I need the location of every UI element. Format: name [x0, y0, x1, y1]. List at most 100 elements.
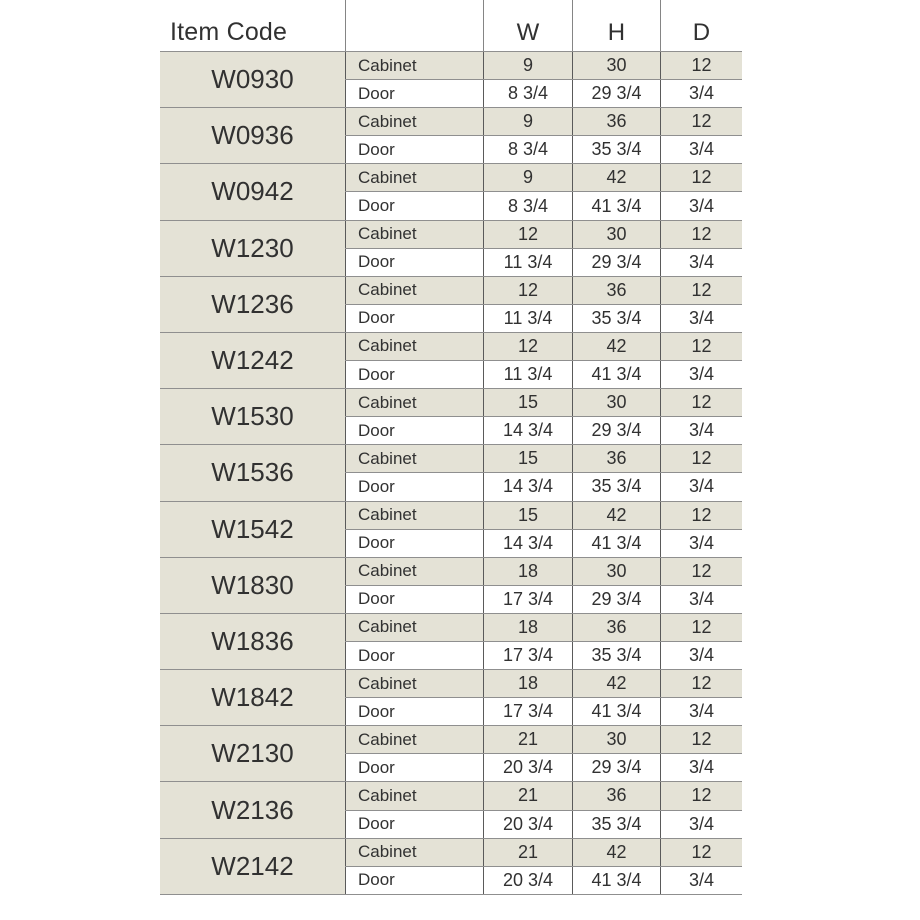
- item-row-group: W1242 Cabinet 12 42 12 Door 11 3/4 41 3/4 3/4: [160, 331, 742, 389]
- door-d-value: 3/4: [660, 810, 742, 838]
- door-h-value: 29 3/4: [572, 248, 660, 276]
- cabinet-row-label: Cabinet: [345, 52, 483, 80]
- door-h-value: 41 3/4: [572, 529, 660, 557]
- cabinet-h-value: 30: [572, 220, 660, 248]
- door-row: Door 20 3/4 35 3/4 3/4: [345, 809, 742, 838]
- door-row: Door 8 3/4 41 3/4 3/4: [345, 191, 742, 220]
- item-subrows: Cabinet 15 36 12 Door 14 3/4 35 3/4 3/4: [345, 445, 742, 501]
- item-row-group: W1530 Cabinet 15 30 12 Door 14 3/4 29 3/4 3/4: [160, 388, 742, 445]
- cabinet-row: Cabinet 9 30 12: [345, 52, 742, 80]
- door-row: Door 11 3/4 41 3/4 3/4: [345, 360, 742, 389]
- door-h-value: 29 3/4: [572, 585, 660, 613]
- cabinet-row: Cabinet 9 36 12: [345, 108, 742, 136]
- item-row-group: W1836 Cabinet 18 36 12 Door 17 3/4 35 3/4 3/4: [160, 612, 742, 670]
- item-row-group: W2136 Cabinet 21 36 12 Door 20 3/4 35 3/4 3/4: [160, 781, 742, 838]
- item-row-group: W1230 Cabinet 12 30 12 Door 11 3/4 29 3/4 3/4: [160, 219, 742, 276]
- cabinet-row: Cabinet 9 42 12: [345, 164, 742, 192]
- cabinet-row: Cabinet 15 30 12: [345, 389, 742, 417]
- cabinet-w-value: 18: [483, 670, 572, 698]
- column-header-depth: D: [660, 0, 742, 51]
- item-row-group: W1236 Cabinet 12 36 12 Door 11 3/4 35 3/4 3/4: [160, 275, 742, 332]
- cabinet-row-label: Cabinet: [345, 670, 483, 698]
- cabinet-d-value: 12: [660, 276, 742, 304]
- item-code-cell: W1842: [160, 670, 345, 726]
- item-code-cell: W1836: [160, 613, 345, 670]
- door-w-value: 8 3/4: [483, 80, 572, 108]
- cabinet-h-value: 36: [572, 108, 660, 136]
- door-d-value: 3/4: [660, 304, 742, 332]
- cabinet-w-value: 21: [483, 782, 572, 810]
- door-w-value: 20 3/4: [483, 810, 572, 838]
- cabinet-w-value: 12: [483, 220, 572, 248]
- door-w-value: 20 3/4: [483, 754, 572, 782]
- door-w-value: 11 3/4: [483, 361, 572, 389]
- cabinet-row: Cabinet 15 36 12: [345, 445, 742, 473]
- cabinet-d-value: 12: [660, 838, 742, 866]
- door-d-value: 3/4: [660, 698, 742, 726]
- door-row-label: Door: [345, 754, 483, 782]
- item-code-cell: W1530: [160, 389, 345, 445]
- door-d-value: 3/4: [660, 754, 742, 782]
- cabinet-row-label: Cabinet: [345, 782, 483, 810]
- cabinet-d-value: 12: [660, 726, 742, 754]
- cabinet-d-value: 12: [660, 220, 742, 248]
- door-d-value: 3/4: [660, 192, 742, 220]
- door-row: Door 14 3/4 35 3/4 3/4: [345, 472, 742, 501]
- cabinet-row: Cabinet 12 30 12: [345, 220, 742, 248]
- cabinet-d-value: 12: [660, 445, 742, 473]
- cabinet-h-value: 30: [572, 52, 660, 80]
- cabinet-h-value: 36: [572, 276, 660, 304]
- item-code-cell: W1536: [160, 445, 345, 501]
- table-body: W0930 Cabinet 9 30 12 Door 8 3/4 29 3/4 3/4 W0936…: [160, 51, 742, 895]
- door-row-label: Door: [345, 136, 483, 164]
- item-code-cell: W2142: [160, 838, 345, 894]
- door-h-value: 41 3/4: [572, 866, 660, 894]
- cabinet-h-value: 36: [572, 445, 660, 473]
- door-row: Door 11 3/4 29 3/4 3/4: [345, 247, 742, 276]
- door-d-value: 3/4: [660, 473, 742, 501]
- cabinet-w-value: 15: [483, 389, 572, 417]
- cabinet-w-value: 18: [483, 557, 572, 585]
- cabinet-row: Cabinet 12 42 12: [345, 332, 742, 361]
- cabinet-w-value: 12: [483, 276, 572, 304]
- door-w-value: 14 3/4: [483, 417, 572, 445]
- item-row-group: W1542 Cabinet 15 42 12 Door 14 3/4 41 3/4 3/4: [160, 500, 742, 557]
- cabinet-row-label: Cabinet: [345, 164, 483, 192]
- door-row-label: Door: [345, 473, 483, 501]
- cabinet-h-value: 30: [572, 726, 660, 754]
- door-row: Door 17 3/4 29 3/4 3/4: [345, 584, 742, 613]
- cabinet-h-value: 42: [572, 838, 660, 866]
- door-w-value: 8 3/4: [483, 136, 572, 164]
- item-subrows: Cabinet 12 42 12 Door 11 3/4 41 3/4 3/4: [345, 332, 742, 389]
- cabinet-row: Cabinet 15 42 12: [345, 501, 742, 529]
- door-row-label: Door: [345, 698, 483, 726]
- item-row-group: W0936 Cabinet 9 36 12 Door 8 3/4 35 3/4 3/4: [160, 107, 742, 164]
- cabinet-row: Cabinet 18 42 12: [345, 670, 742, 698]
- door-h-value: 41 3/4: [572, 192, 660, 220]
- cabinet-w-value: 15: [483, 445, 572, 473]
- item-code-cell: W1230: [160, 220, 345, 276]
- item-code-cell: W1236: [160, 276, 345, 332]
- item-code-cell: W0942: [160, 164, 345, 220]
- door-row-label: Door: [345, 192, 483, 220]
- cabinet-row-label: Cabinet: [345, 445, 483, 473]
- cabinet-d-value: 12: [660, 389, 742, 417]
- door-row-label: Door: [345, 417, 483, 445]
- cabinet-d-value: 12: [660, 52, 742, 80]
- door-h-value: 41 3/4: [572, 361, 660, 389]
- cabinet-row-label: Cabinet: [345, 557, 483, 585]
- cabinet-h-value: 30: [572, 389, 660, 417]
- door-row-label: Door: [345, 80, 483, 108]
- cabinet-w-value: 9: [483, 52, 572, 80]
- door-w-value: 14 3/4: [483, 529, 572, 557]
- column-header-width: W: [483, 0, 572, 51]
- cabinet-h-value: 36: [572, 782, 660, 810]
- cabinet-row: Cabinet 12 36 12: [345, 276, 742, 304]
- item-code-cell: W2130: [160, 726, 345, 782]
- item-subrows: Cabinet 9 30 12 Door 8 3/4 29 3/4 3/4: [345, 52, 742, 108]
- door-h-value: 29 3/4: [572, 754, 660, 782]
- door-w-value: 20 3/4: [483, 866, 572, 894]
- door-h-value: 29 3/4: [572, 417, 660, 445]
- door-h-value: 35 3/4: [572, 641, 660, 670]
- door-w-value: 11 3/4: [483, 248, 572, 276]
